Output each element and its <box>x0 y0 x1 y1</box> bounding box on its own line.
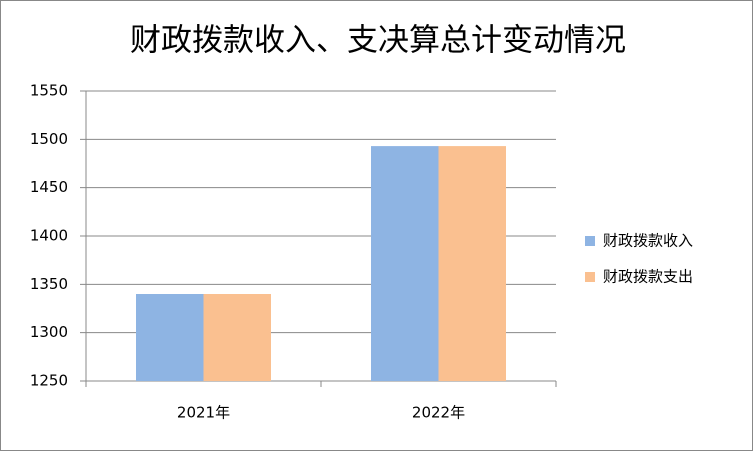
bar <box>438 146 506 381</box>
legend-label: 财政拨款支出 <box>603 268 693 286</box>
x-tick-label: 2022年 <box>412 404 465 422</box>
x-tick-label: 2021年 <box>177 404 230 422</box>
legend-label: 财政拨款收入 <box>603 232 693 250</box>
y-tick-label: 1300 <box>30 323 68 341</box>
chart-title: 财政拨款收入、支决算总计变动情况 <box>130 23 626 59</box>
bar <box>136 294 204 381</box>
y-tick-label: 1400 <box>30 227 68 245</box>
y-tick-label: 1500 <box>30 130 68 148</box>
y-tick-label: 1450 <box>30 178 68 196</box>
bar <box>371 146 439 381</box>
y-tick-label: 1350 <box>30 275 68 293</box>
legend-swatch <box>585 272 595 282</box>
bar <box>203 294 271 381</box>
legend-swatch <box>585 236 595 246</box>
y-tick-label: 1550 <box>30 82 68 100</box>
y-tick-label: 1250 <box>30 372 68 390</box>
